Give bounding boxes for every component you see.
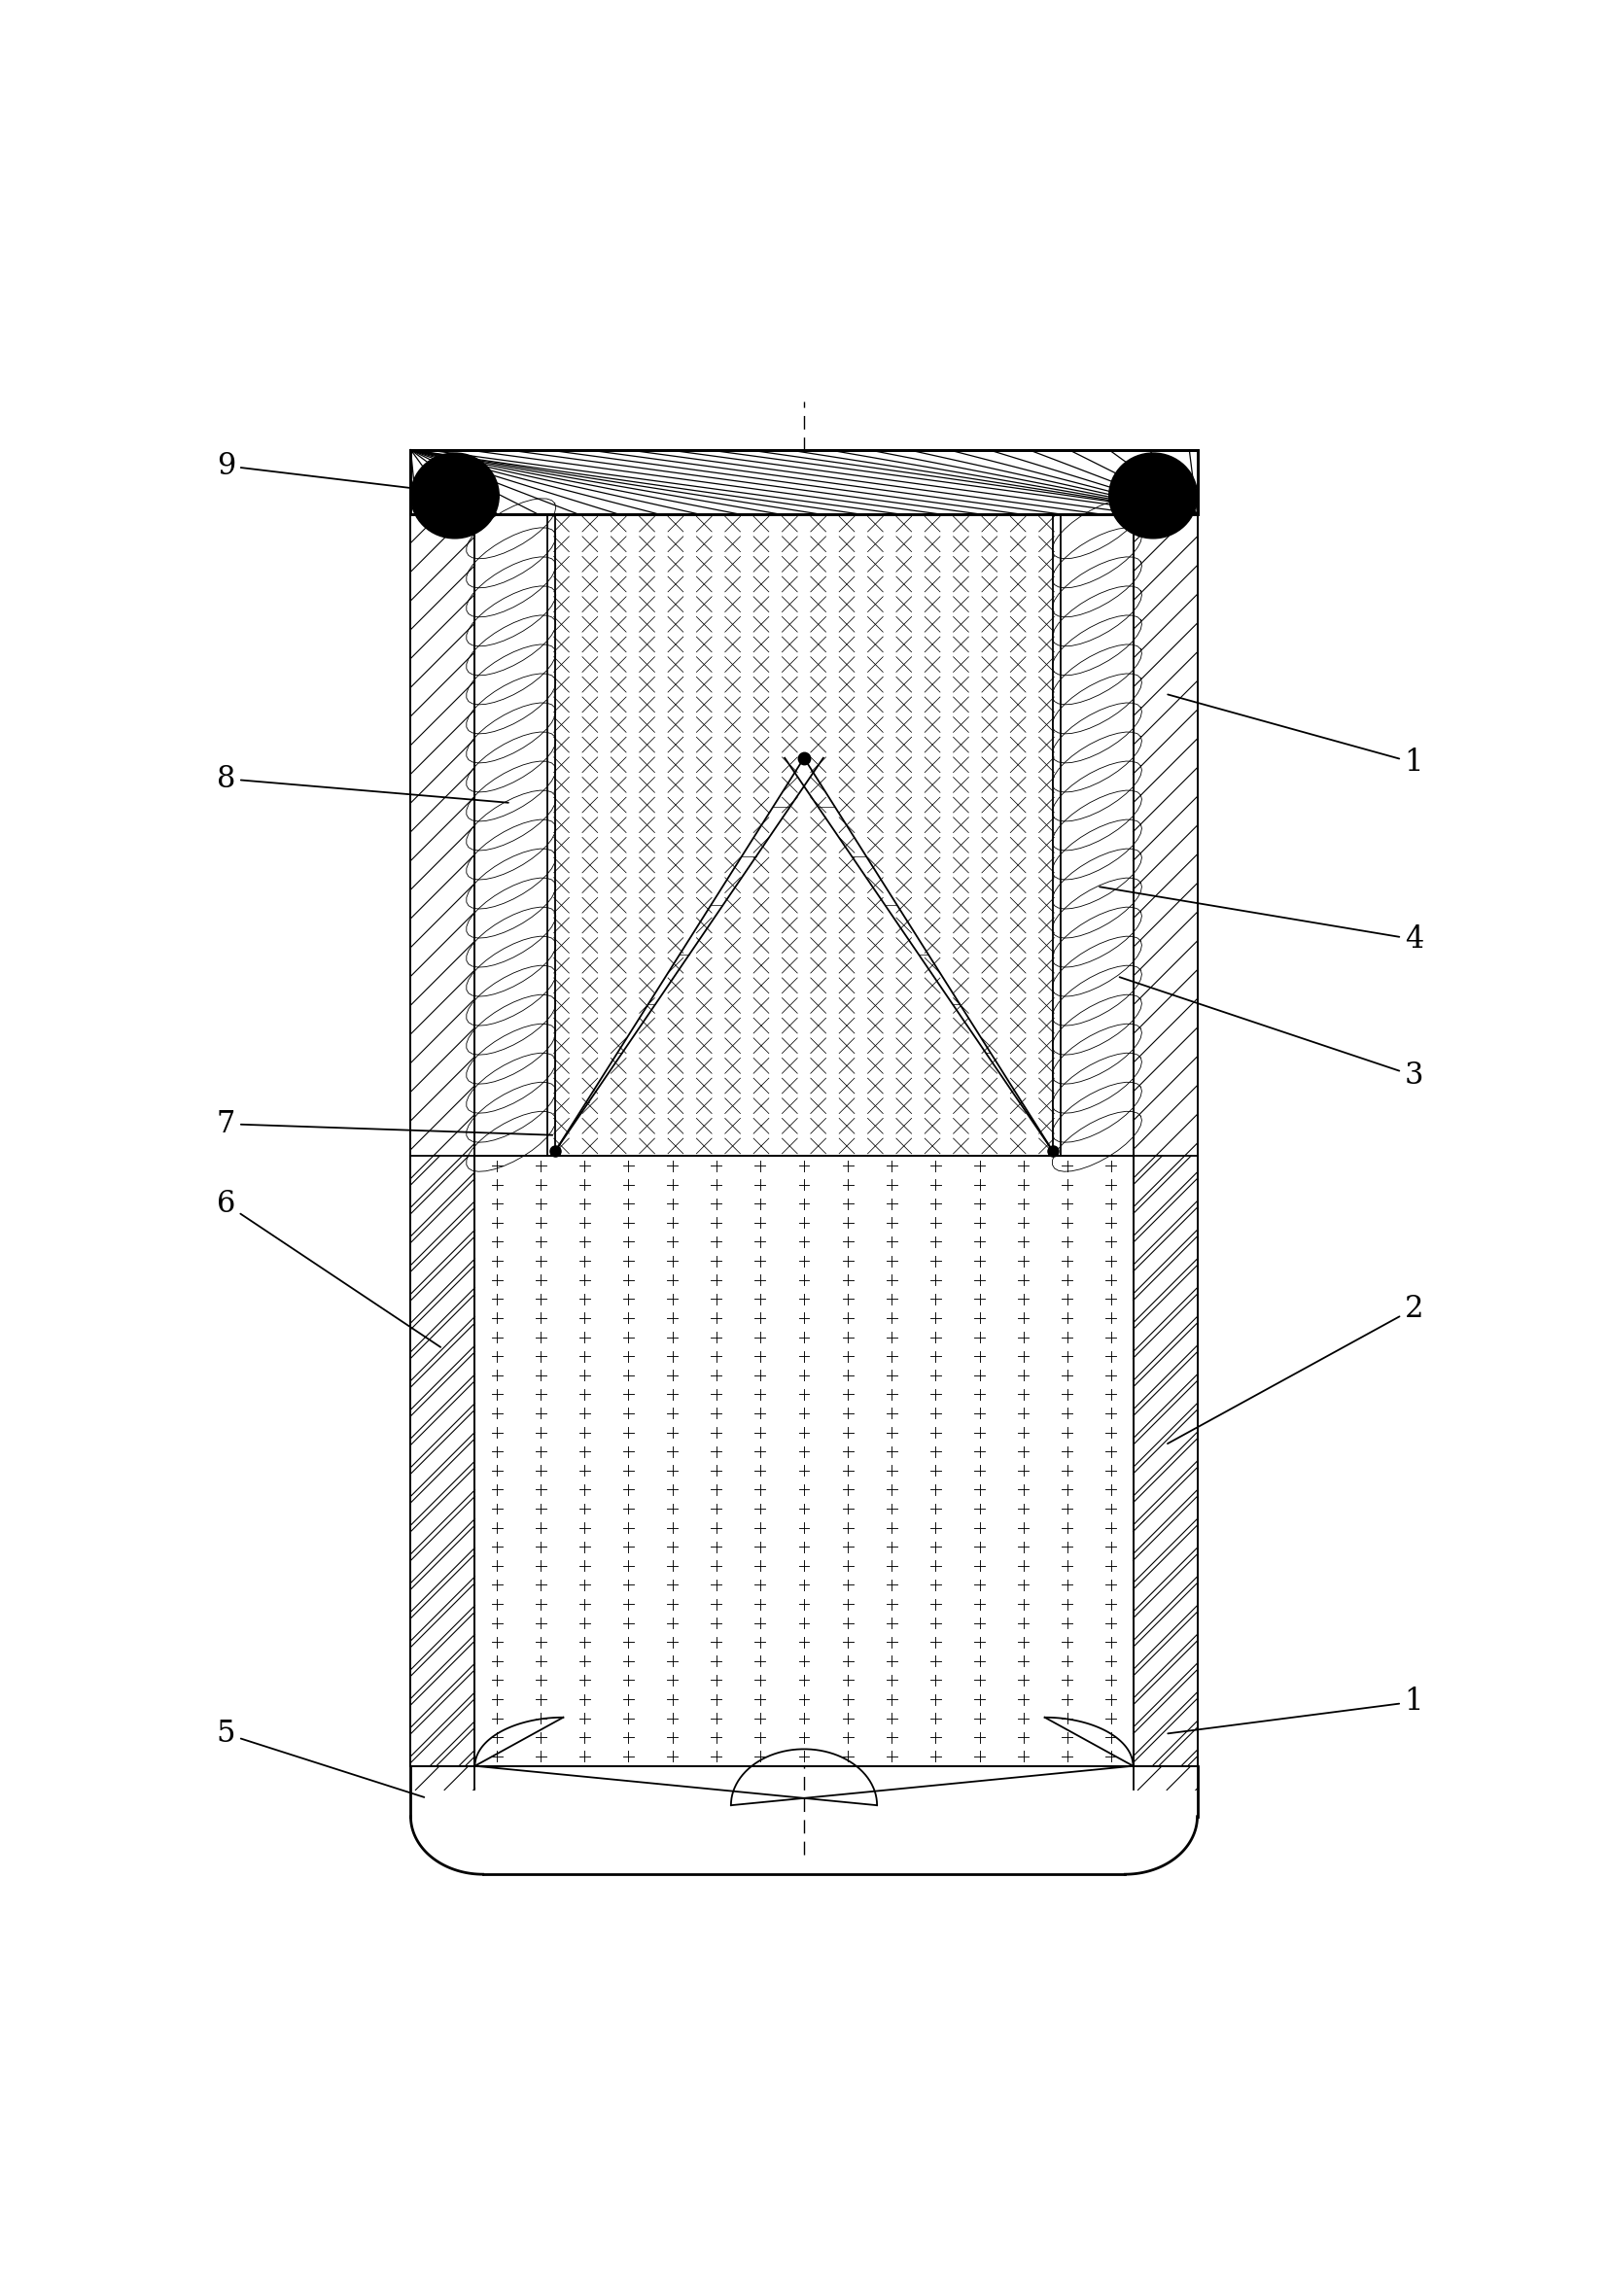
Bar	[1134, 514, 1198, 1766]
Text: 7: 7	[217, 1109, 553, 1139]
Bar	[474, 514, 547, 1155]
Text: 3: 3	[1119, 978, 1423, 1091]
Bar	[1134, 514, 1198, 1766]
Bar	[410, 1155, 474, 1766]
Text: 1: 1	[1167, 1688, 1423, 1733]
Text: 2: 2	[1167, 1293, 1423, 1444]
Bar	[1061, 514, 1134, 1155]
Text: 1: 1	[1167, 693, 1423, 778]
Bar	[410, 450, 1198, 514]
Text: 4: 4	[1100, 886, 1423, 955]
Ellipse shape	[410, 452, 498, 537]
Ellipse shape	[1110, 452, 1198, 537]
Bar	[474, 1155, 1134, 1766]
Text: 9: 9	[217, 450, 425, 489]
Text: 8: 8	[217, 765, 508, 804]
Text: 6: 6	[217, 1189, 441, 1348]
Bar	[1134, 1155, 1198, 1766]
Bar	[474, 514, 1134, 1155]
Bar	[410, 514, 474, 1766]
Text: 5: 5	[217, 1720, 425, 1798]
Bar	[410, 514, 474, 1766]
Bar	[410, 450, 1198, 514]
Bar	[474, 1155, 1134, 1766]
Bar	[474, 514, 1134, 1155]
